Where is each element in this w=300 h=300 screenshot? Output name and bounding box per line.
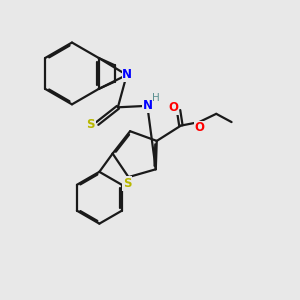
Text: S: S — [86, 118, 95, 131]
Text: O: O — [194, 122, 204, 134]
Text: N: N — [143, 99, 153, 112]
Text: H: H — [152, 93, 159, 103]
Text: N: N — [122, 68, 132, 81]
Text: O: O — [168, 101, 178, 114]
Text: S: S — [123, 177, 131, 190]
